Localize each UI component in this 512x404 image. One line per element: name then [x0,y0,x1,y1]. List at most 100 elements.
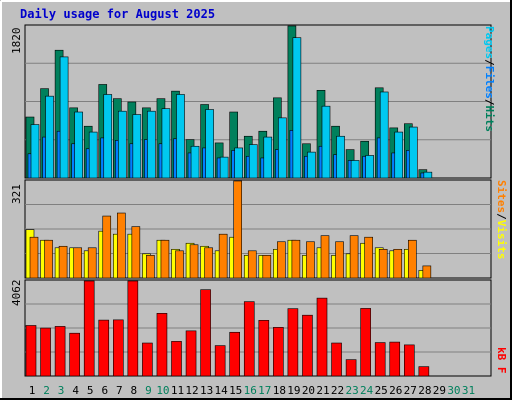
bar-sites [29,236,39,279]
bar-kbytes [345,359,357,377]
bar-kbytes [25,325,37,377]
bar-pages [103,94,113,179]
legend-sites: Sites [495,180,508,214]
day-label: 19 [287,384,300,397]
day-label: 16 [244,384,257,397]
day-label: 11 [171,384,184,397]
bar-pages [263,136,273,179]
day-label: 24 [360,384,374,397]
bar-kbytes [98,319,110,377]
bar-kbytes [389,341,401,377]
bar-sites [335,241,344,279]
bar-kbytes [360,308,371,377]
day-label: 25 [375,384,388,397]
bar-sites [44,239,53,279]
bar-kbytes [374,342,386,377]
bar-pages [132,114,142,179]
day-label: 29 [433,384,446,397]
bar-sites [87,247,97,279]
bar-pages [176,94,185,179]
bar-pages [161,108,171,179]
bar-sites [233,180,242,279]
bar-sites [262,255,272,279]
bar-sites [218,233,228,279]
bar-sites [102,215,112,279]
bar-kbytes [142,342,153,377]
bar-kbytes [243,301,255,377]
day-label: 4 [72,384,79,397]
y-max-label-visits: 321 [10,184,23,204]
bar-kbytes [229,331,240,377]
bar-sites [407,239,417,279]
bar-pages [74,111,83,179]
legend-visits: Visits [495,219,508,260]
legend-hits-files-pages: Pages/Files/Hits [483,26,496,132]
bar-pages [278,117,287,179]
bar-pages [59,56,69,179]
bar-pages [365,155,374,179]
bar-kbytes [331,342,342,377]
legend-hits: Hits [483,105,496,133]
bar-kbytes [403,344,415,377]
bar-pages [88,131,98,179]
chart-title: Daily usage for August 2025 [20,7,216,21]
bar-kbytes [69,332,80,377]
bar-sites [393,248,403,279]
bar-pages [248,144,258,179]
day-label: 27 [404,384,417,397]
legend-pages: Pages [483,26,496,60]
day-label: 2 [43,384,50,397]
bar-kbytes [200,289,211,377]
bar-kbytes [302,314,313,377]
bar-sites [320,235,330,279]
bar-sites [422,265,432,279]
bar-sites [306,241,315,279]
bar-kbytes [54,326,66,377]
bar-pages [234,147,243,179]
day-label: 13 [200,384,213,397]
legend-separator: / [495,213,508,220]
legend-separator: / [483,59,496,66]
bar-pages [30,124,40,179]
y-max-label-kbytes: 4062 [10,279,23,307]
bar-kbytes [214,345,226,377]
day-label: 3 [58,384,65,397]
day-label: 12 [185,384,198,397]
bar-pages [321,105,331,179]
bar-pages [45,95,54,179]
day-label: 30 [447,384,460,397]
bar-pages [350,160,360,179]
day-label: 22 [331,384,344,397]
bar-sites [204,247,213,279]
bar-pages [292,37,302,179]
day-label: 6 [101,384,108,397]
day-label: 15 [229,384,242,397]
bar-sites [146,255,155,279]
day-label: 21 [316,384,329,397]
bar-kbytes [40,327,51,377]
bar-pages [379,91,389,179]
bar-sites [131,226,141,279]
bar-pages [147,110,156,179]
day-label: 10 [156,384,169,397]
day-label: 7 [116,384,123,397]
day-label: 31 [462,384,475,397]
bar-pages [219,156,229,179]
bar-kbytes [171,341,182,377]
day-label: 1 [29,384,36,397]
day-label: 20 [302,384,315,397]
bar-kbytes [273,327,284,377]
day-label: 23 [345,384,358,397]
legend-files: Files [483,65,496,99]
bar-pages [307,151,316,179]
bar-pages [408,126,418,179]
day-label: 9 [145,384,152,397]
bar-sites [160,239,170,279]
legend-kbytes-label: kB F [495,347,508,374]
bar-sites [247,250,257,279]
y-max-label-hits: 1820 [10,27,23,55]
bar-sites [58,245,68,279]
legend-visits-sites: Sites/Visits [495,180,508,260]
bar-sites [378,248,388,279]
